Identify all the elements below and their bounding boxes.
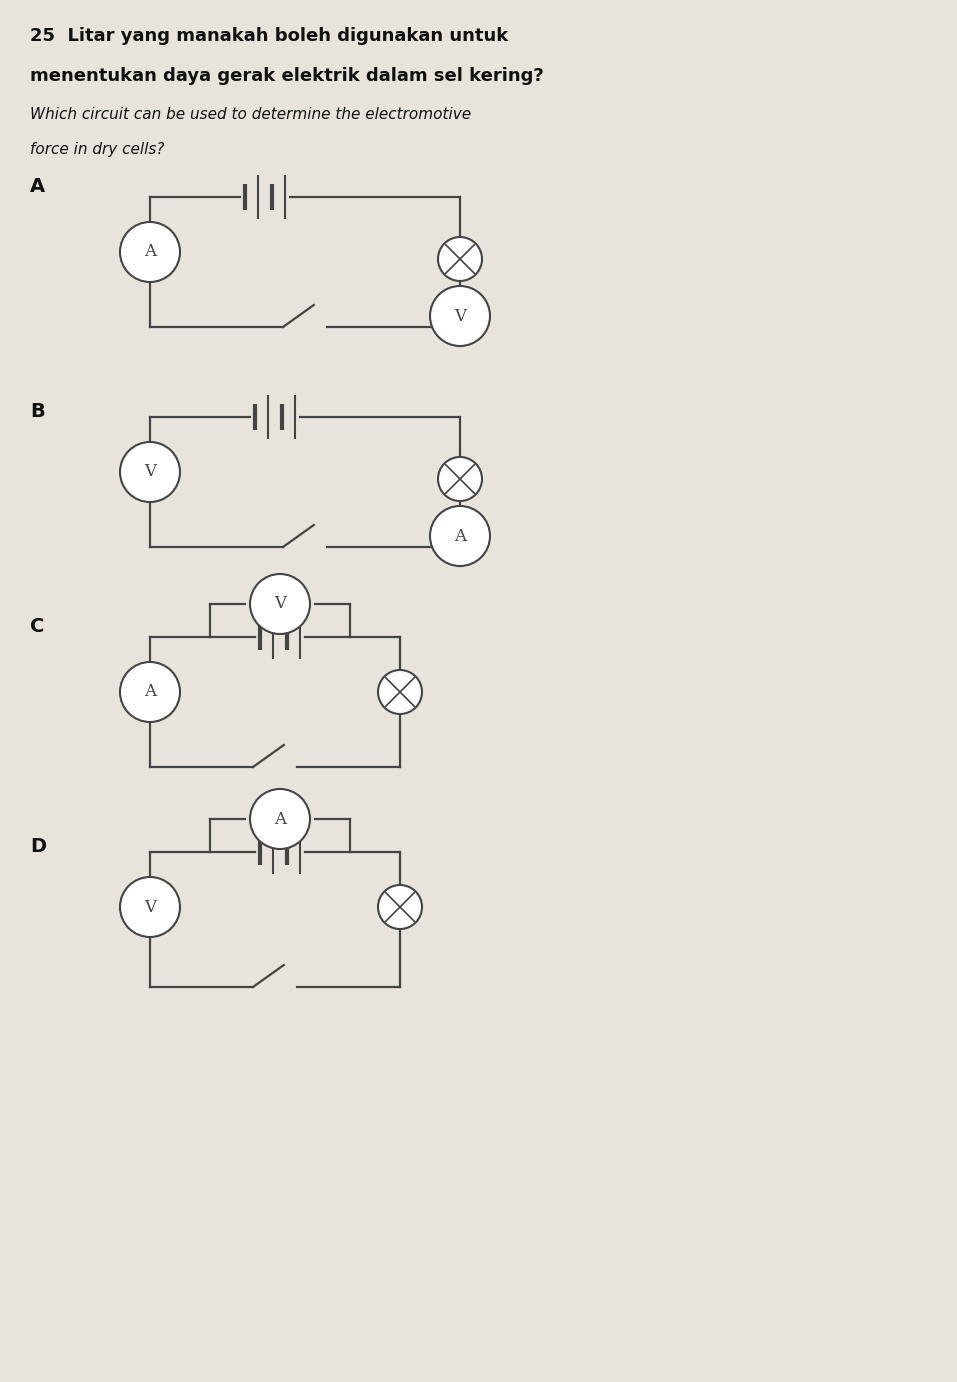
Text: Which circuit can be used to determine the electromotive: Which circuit can be used to determine t… bbox=[30, 106, 471, 122]
Circle shape bbox=[378, 670, 422, 714]
Text: V: V bbox=[144, 463, 156, 481]
Circle shape bbox=[378, 884, 422, 929]
Text: A: A bbox=[274, 810, 286, 828]
Circle shape bbox=[120, 442, 180, 502]
Text: V: V bbox=[274, 596, 286, 612]
Circle shape bbox=[438, 457, 482, 502]
Circle shape bbox=[120, 662, 180, 721]
Circle shape bbox=[120, 878, 180, 937]
Circle shape bbox=[250, 574, 310, 634]
Circle shape bbox=[120, 223, 180, 282]
Circle shape bbox=[438, 236, 482, 281]
Text: V: V bbox=[454, 308, 466, 325]
Text: B: B bbox=[30, 402, 45, 422]
Text: A: A bbox=[454, 528, 466, 545]
Text: C: C bbox=[30, 616, 44, 636]
Circle shape bbox=[430, 506, 490, 567]
Text: menentukan daya gerak elektrik dalam sel kering?: menentukan daya gerak elektrik dalam sel… bbox=[30, 66, 544, 86]
Text: A: A bbox=[144, 243, 156, 260]
Text: force in dry cells?: force in dry cells? bbox=[30, 142, 165, 158]
Text: A: A bbox=[144, 684, 156, 701]
Text: V: V bbox=[144, 898, 156, 915]
Circle shape bbox=[430, 286, 490, 346]
Text: A: A bbox=[30, 177, 45, 196]
Text: 25  Litar yang manakah boleh digunakan untuk: 25 Litar yang manakah boleh digunakan un… bbox=[30, 28, 508, 46]
Circle shape bbox=[250, 789, 310, 849]
Text: D: D bbox=[30, 837, 46, 855]
